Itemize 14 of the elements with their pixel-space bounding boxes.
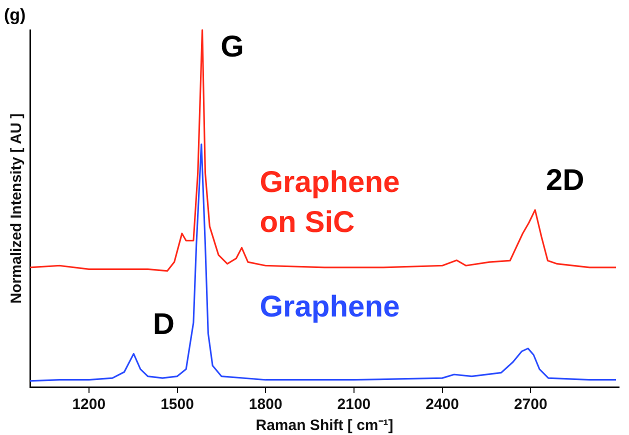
annotation: G (220, 30, 244, 64)
text: (g) (4, 6, 26, 25)
x-tick-label: 2400 (426, 396, 459, 414)
x-tick-label: 2700 (514, 396, 548, 414)
x-axis-title: Raman Shift [ cm⁻¹] (256, 417, 394, 434)
annotation: D (152, 308, 174, 342)
y-axis-title: Normalized Intensity [ AU ] (8, 113, 26, 304)
x-tick-label: 1500 (160, 396, 194, 414)
x-tick-label: 2100 (337, 396, 371, 414)
x-tick-label: 1800 (248, 396, 282, 414)
series-label: Graphene (260, 290, 400, 324)
x-tick-label: 1200 (72, 396, 106, 414)
annotation: 2D (546, 164, 584, 198)
series-label: Graphene on SiC (260, 166, 400, 239)
